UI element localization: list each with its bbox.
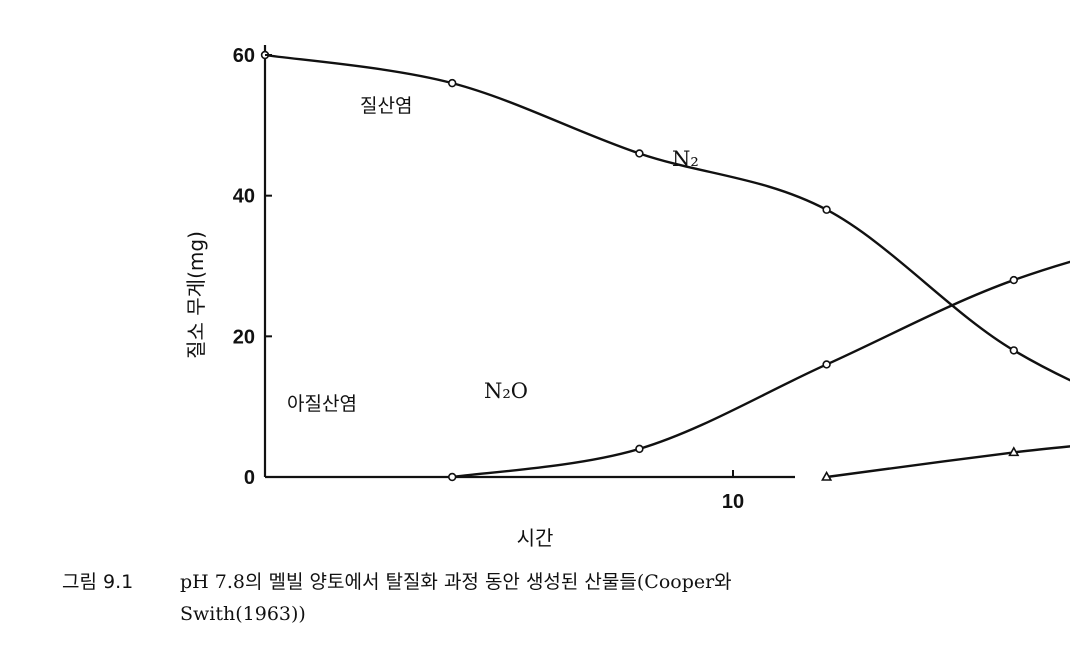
series-0 bbox=[260, 50, 1070, 382]
axes bbox=[263, 45, 795, 479]
data-point-circle bbox=[448, 78, 457, 88]
series-label-n2: N₂ bbox=[672, 147, 699, 171]
series-label-n2o: N₂O bbox=[484, 379, 528, 403]
data-point-triangle bbox=[821, 470, 833, 481]
series-2 bbox=[821, 445, 1070, 481]
series-line bbox=[825, 445, 1070, 479]
series-line bbox=[451, 260, 1070, 479]
caption-line-1: 그림 9.1 pH 7.8의 멜빌 양토에서 탈질화 과정 동안 생성된 산물들(… bbox=[62, 566, 1052, 598]
x-tick-label: 10 bbox=[722, 491, 744, 513]
y-tick-label: 20 bbox=[233, 326, 255, 348]
caption-figure-number: 그림 9.1 bbox=[62, 571, 134, 593]
ticks: 102030400204060 bbox=[233, 45, 744, 513]
data-point-circle bbox=[1009, 275, 1018, 285]
caption-text-1: pH 7.8의 멜빌 양토에서 탈질화 과정 동안 생성된 산물들(Cooper… bbox=[180, 571, 732, 593]
series-layer bbox=[260, 50, 1070, 482]
y-axis-title: 질소 무게(mg) bbox=[184, 231, 208, 359]
series-line bbox=[263, 53, 1070, 382]
data-point-circle bbox=[448, 472, 457, 482]
series-label-nitrite: 아질산염 bbox=[287, 393, 357, 415]
series-1 bbox=[448, 260, 1070, 482]
figure-caption: 그림 9.1 pH 7.8의 멜빌 양토에서 탈질화 과정 동안 생성된 산물들(… bbox=[62, 566, 1052, 630]
data-point-circle bbox=[1009, 346, 1018, 355]
x-axis-title: 시간 bbox=[517, 526, 554, 550]
data-point-triangle bbox=[1008, 446, 1020, 457]
series-label-nitrate: 질산염 bbox=[360, 95, 412, 117]
y-tick-label: 60 bbox=[233, 45, 255, 67]
caption-line-2: Swith(1963)) bbox=[180, 603, 306, 625]
y-tick-label: 0 bbox=[244, 467, 255, 489]
y-tick-label: 40 bbox=[233, 186, 255, 208]
data-point-circle bbox=[822, 360, 831, 369]
denitrification-chart: 102030400204060 시간 질소 무게(mg) 질산염 아질산염 N₂… bbox=[184, 45, 1070, 550]
data-point-circle bbox=[635, 149, 644, 158]
data-point-circle bbox=[822, 205, 831, 214]
data-point-circle bbox=[635, 444, 644, 454]
